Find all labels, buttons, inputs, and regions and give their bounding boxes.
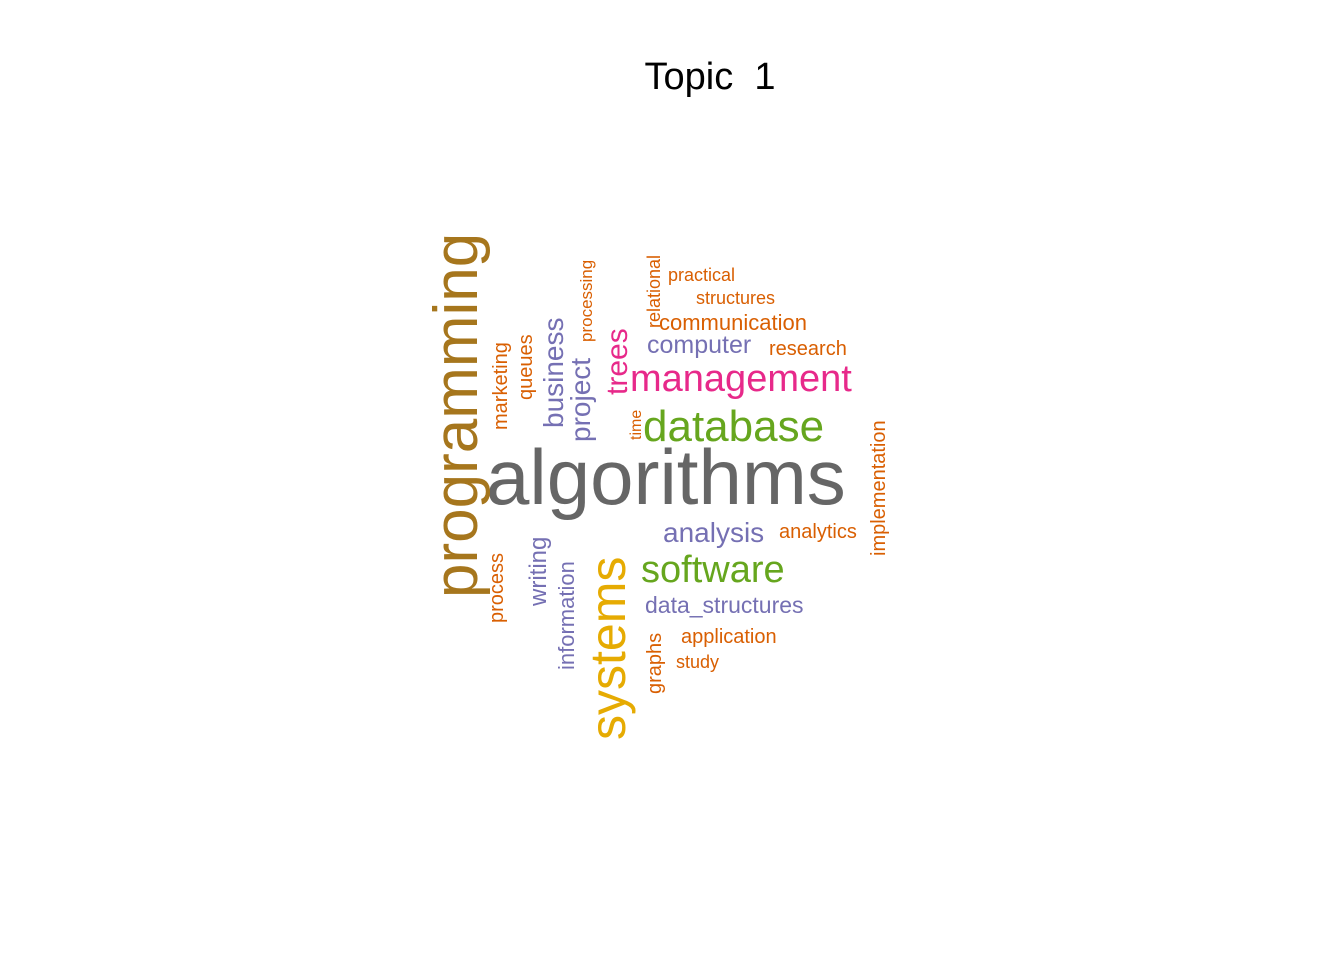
word-database: database bbox=[643, 402, 825, 451]
word-communication: communication bbox=[659, 310, 807, 335]
word-research: research bbox=[769, 338, 847, 360]
word-process: process bbox=[486, 552, 508, 623]
word-processing: processing bbox=[577, 259, 596, 342]
word-analysis: analysis bbox=[663, 517, 765, 548]
word-software: software bbox=[641, 549, 785, 591]
word-project: project bbox=[565, 357, 596, 442]
word-computer: computer bbox=[647, 331, 752, 359]
plot-title: Topic 1 bbox=[644, 56, 776, 98]
word-implementation: implementation bbox=[868, 420, 890, 556]
word-time: time bbox=[628, 409, 645, 440]
word-analytics: analytics bbox=[779, 521, 857, 543]
word-data-structures: data_structures bbox=[645, 592, 804, 618]
word-practical: practical bbox=[668, 265, 736, 285]
word-management: management bbox=[630, 358, 852, 400]
word-algorithms: algorithms bbox=[486, 433, 846, 521]
word-study: study bbox=[676, 652, 720, 672]
word-structures: structures bbox=[696, 288, 776, 308]
word-relational: relational bbox=[644, 254, 664, 328]
word-application: application bbox=[681, 626, 777, 648]
word-writing: writing bbox=[525, 536, 552, 606]
word-queues: queues bbox=[515, 334, 537, 400]
word-business: business bbox=[538, 317, 569, 428]
word-systems: systems bbox=[580, 556, 636, 740]
word-trees: trees bbox=[601, 328, 634, 395]
word-information: information bbox=[554, 561, 579, 670]
word-graphs: graphs bbox=[644, 632, 666, 694]
word-programming: programming bbox=[422, 232, 491, 598]
word-marketing: marketing bbox=[490, 342, 512, 430]
